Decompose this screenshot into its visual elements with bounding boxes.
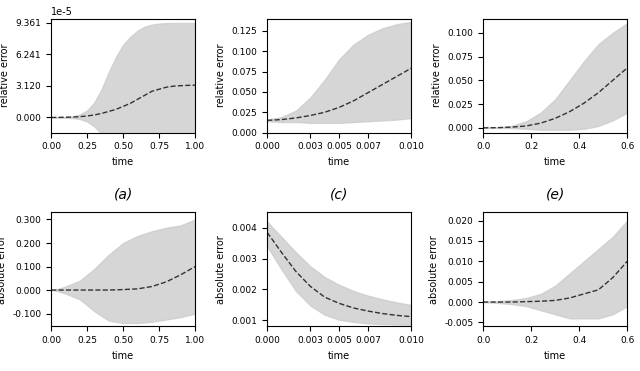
X-axis label: time: time	[544, 351, 566, 361]
Text: (e): (e)	[545, 187, 565, 201]
Text: (a): (a)	[113, 187, 133, 201]
Y-axis label: relative error: relative error	[0, 44, 10, 107]
Y-axis label: absolute error: absolute error	[216, 235, 226, 304]
X-axis label: time: time	[328, 157, 350, 167]
Y-axis label: absolute error: absolute error	[429, 235, 439, 304]
Text: 1e-5: 1e-5	[51, 7, 73, 17]
Y-axis label: absolute error: absolute error	[0, 235, 7, 304]
X-axis label: time: time	[112, 351, 134, 361]
Y-axis label: relative error: relative error	[216, 44, 226, 107]
X-axis label: time: time	[112, 157, 134, 167]
X-axis label: time: time	[544, 157, 566, 167]
X-axis label: time: time	[328, 351, 350, 361]
Y-axis label: relative error: relative error	[432, 44, 442, 107]
Text: (c): (c)	[330, 187, 348, 201]
